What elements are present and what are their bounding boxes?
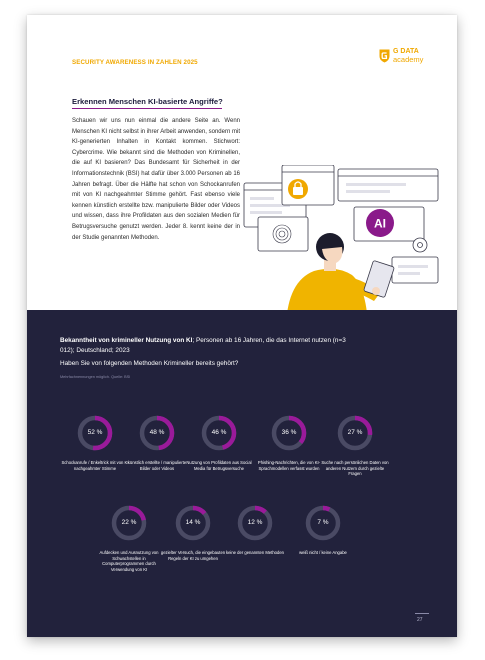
donut-chart: 14 % <box>173 503 213 543</box>
donut-ring <box>305 505 341 541</box>
donut-arc <box>271 415 307 451</box>
statistics-source-note: Mehrfachnennungen möglich. Quelle: BSI <box>60 375 131 379</box>
shield-icon <box>379 49 390 63</box>
donut-chart: 27 % <box>335 413 375 453</box>
donut-arc <box>175 505 211 541</box>
donut-label: Suche nach persönlichen Daten von andere… <box>321 460 389 477</box>
donut-label: keine der genannten Methoden <box>226 550 284 555</box>
donut-chart: 52 % <box>75 413 115 453</box>
page-number: 27 <box>417 617 423 623</box>
donut-ring <box>139 415 175 451</box>
donut-arc <box>111 505 147 541</box>
donut-value: 27 % <box>347 429 363 436</box>
logo-line2: academy <box>393 55 424 64</box>
donut-value: 36 % <box>281 429 297 436</box>
document-page: SECURITY AWARENESS IN ZAHLEN 2025 G DATA… <box>27 15 457 637</box>
article-heading: Erkennen Menschen KI-basierte Angriffe? <box>72 97 223 106</box>
ai-badge-text: AI <box>374 217 386 231</box>
donut-value: 22 % <box>121 519 137 526</box>
donut-ring <box>77 415 113 451</box>
gdata-academy-logo: G DATA academy <box>379 48 439 68</box>
donut-label: gezielter Versuch, die eingebauten Regel… <box>160 550 226 561</box>
donut-chart: 22 % <box>109 503 149 543</box>
donut-ring <box>271 415 307 451</box>
donut-arc <box>305 505 341 541</box>
donut-ring <box>111 505 147 541</box>
heading-underline <box>72 108 222 110</box>
donut-value: 7 % <box>317 519 329 526</box>
ai-badge: AI <box>353 206 425 242</box>
window-right <box>337 168 439 202</box>
article-body: Schauen wir uns nun einmal die andere Se… <box>72 118 240 241</box>
ai-illustration: AI <box>243 165 439 325</box>
window-fingerprint <box>257 216 309 252</box>
donut-value: 48 % <box>149 429 165 436</box>
donut-value: 14 % <box>185 519 201 526</box>
donut-ring <box>201 415 237 451</box>
donut-ring <box>337 415 373 451</box>
statistics-title: Bekanntheit von krimineller Nutzung von … <box>60 336 360 355</box>
donut-value: 12 % <box>247 519 263 526</box>
donut-value: 46 % <box>211 429 227 436</box>
donut-arc <box>237 505 273 541</box>
donut-ring <box>175 505 211 541</box>
donut-value: 52 % <box>87 429 103 436</box>
donut-label: künstlich erstellte / manipulierte Bilde… <box>127 460 187 471</box>
donut-chart: 7 % <box>303 503 343 543</box>
donut-label: Aufdecken und Ausnutzung von Schwachstel… <box>99 550 159 572</box>
donut-chart: 36 % <box>269 413 309 453</box>
statistics-title-rest: ; Personen ab 16 Jahren, die das Interne… <box>60 337 346 354</box>
donut-label: Schockanrufe / Enkeltrick mit von KI nac… <box>61 460 129 471</box>
header-title: SECURITY AWARENESS IN ZAHLEN 2025 <box>72 59 198 66</box>
donut-label: Phishing-Nachrichten, die von KI-Sprachm… <box>257 460 321 471</box>
page-number-line <box>415 613 429 614</box>
donut-arc <box>77 415 113 451</box>
donut-label: weiß nicht / keine Angabe <box>299 550 347 555</box>
donut-arc <box>337 415 373 451</box>
statistics-panel: Bekanntheit von krimineller Nutzung von … <box>27 310 457 637</box>
donut-arc <box>201 415 237 451</box>
donut-chart: 12 % <box>235 503 275 543</box>
window-lock <box>281 165 335 206</box>
statistics-question: Haben Sie von folgenden Methoden Krimine… <box>60 360 239 367</box>
donut-ring <box>237 505 273 541</box>
logo-line1: G DATA <box>393 48 419 55</box>
donut-chart: 48 % <box>137 413 177 453</box>
donut-label: Nutzung von Profildaten aus Social Media… <box>186 460 252 471</box>
statistics-title-bold: Bekanntheit von krimineller Nutzung von … <box>60 337 193 344</box>
donut-arc <box>139 415 175 451</box>
gear-icon <box>412 237 428 253</box>
donut-chart: 46 % <box>199 413 239 453</box>
